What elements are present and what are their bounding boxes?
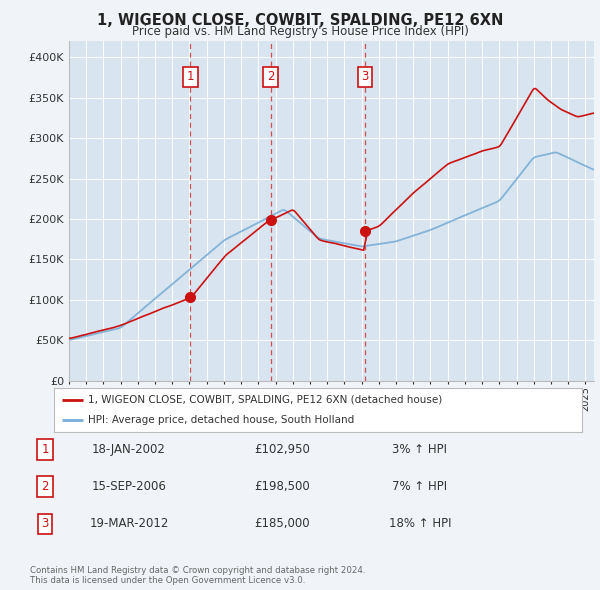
Text: 1, WIGEON CLOSE, COWBIT, SPALDING, PE12 6XN: 1, WIGEON CLOSE, COWBIT, SPALDING, PE12 … <box>97 13 503 28</box>
Text: 1: 1 <box>187 70 194 83</box>
Text: 2: 2 <box>267 70 274 83</box>
Text: £102,950: £102,950 <box>254 443 310 456</box>
Text: 7% ↑ HPI: 7% ↑ HPI <box>392 480 448 493</box>
Text: 3: 3 <box>362 70 369 83</box>
Text: 1: 1 <box>41 443 49 456</box>
Text: 3% ↑ HPI: 3% ↑ HPI <box>392 443 448 456</box>
Text: 2: 2 <box>41 480 49 493</box>
Text: 1, WIGEON CLOSE, COWBIT, SPALDING, PE12 6XN (detached house): 1, WIGEON CLOSE, COWBIT, SPALDING, PE12 … <box>88 395 443 405</box>
Text: 19-MAR-2012: 19-MAR-2012 <box>89 517 169 530</box>
Text: 18% ↑ HPI: 18% ↑ HPI <box>389 517 451 530</box>
Text: 18-JAN-2002: 18-JAN-2002 <box>92 443 166 456</box>
Text: £185,000: £185,000 <box>254 517 310 530</box>
Text: 3: 3 <box>41 517 49 530</box>
Text: HPI: Average price, detached house, South Holland: HPI: Average price, detached house, Sout… <box>88 415 355 425</box>
Text: 15-SEP-2006: 15-SEP-2006 <box>92 480 166 493</box>
Text: £198,500: £198,500 <box>254 480 310 493</box>
Text: Price paid vs. HM Land Registry's House Price Index (HPI): Price paid vs. HM Land Registry's House … <box>131 25 469 38</box>
Text: Contains HM Land Registry data © Crown copyright and database right 2024.
This d: Contains HM Land Registry data © Crown c… <box>30 566 365 585</box>
